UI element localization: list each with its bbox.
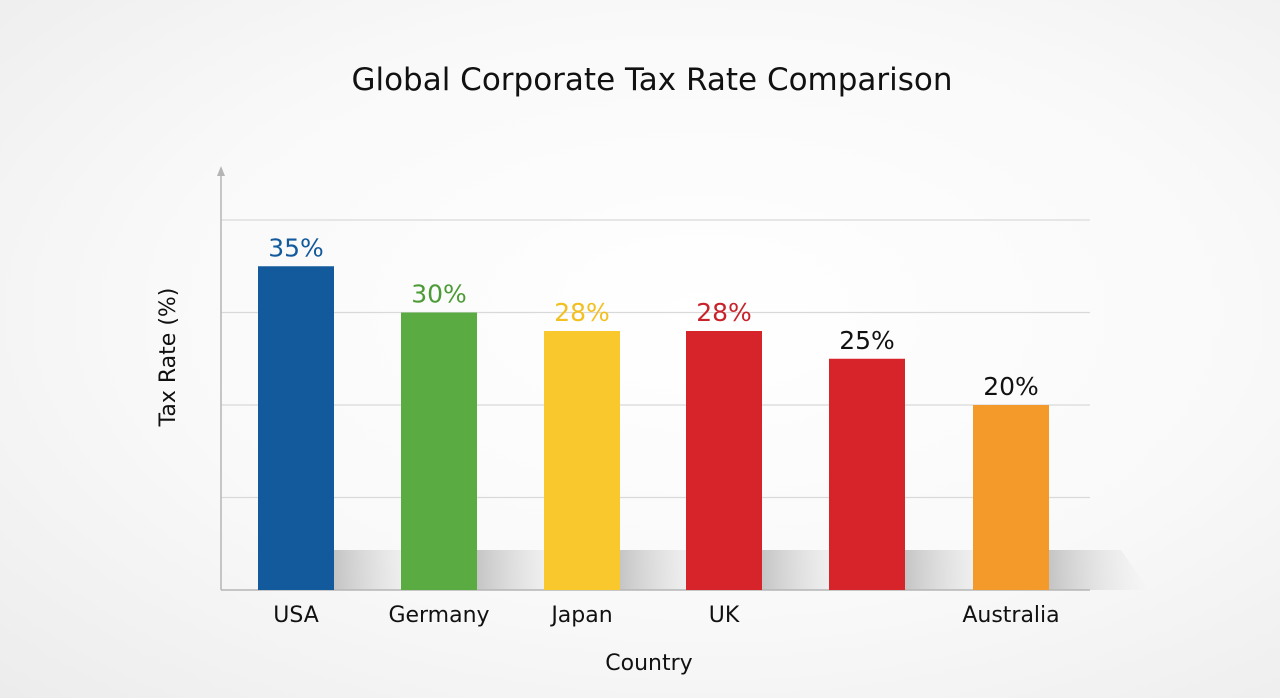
category-tick-label: Germany [388,603,489,628]
x-axis-label: Country [605,651,692,676]
data-label: 25% [839,326,895,355]
bar-shadow [1049,550,1149,590]
y-axis-label: Tax Rate (%) [156,288,181,428]
category-tick-label: UK [709,603,740,628]
category-tick-label: Japan [549,603,612,628]
bar [544,331,620,590]
category-tick-label: USA [273,603,319,628]
bar [686,331,762,590]
data-label: 20% [983,372,1039,401]
bar [401,312,477,590]
data-label: 28% [554,298,610,327]
data-label: 28% [696,298,752,327]
data-label: 35% [268,233,324,262]
category-labels: USA Germany Japan UK Australia [273,603,1059,628]
data-label: 30% [411,280,467,309]
category-tick-label: Australia [962,603,1059,628]
y-axis-arrow-icon [217,166,225,176]
bar [829,358,905,590]
value-labels: 35% 30% 28% 28% 25% 20% [268,233,1039,401]
chart-title: Global Corporate Tax Rate Comparison [351,62,952,98]
bar [973,405,1049,590]
bars [258,266,1049,590]
gridlines [221,219,1090,499]
bar [258,266,334,590]
